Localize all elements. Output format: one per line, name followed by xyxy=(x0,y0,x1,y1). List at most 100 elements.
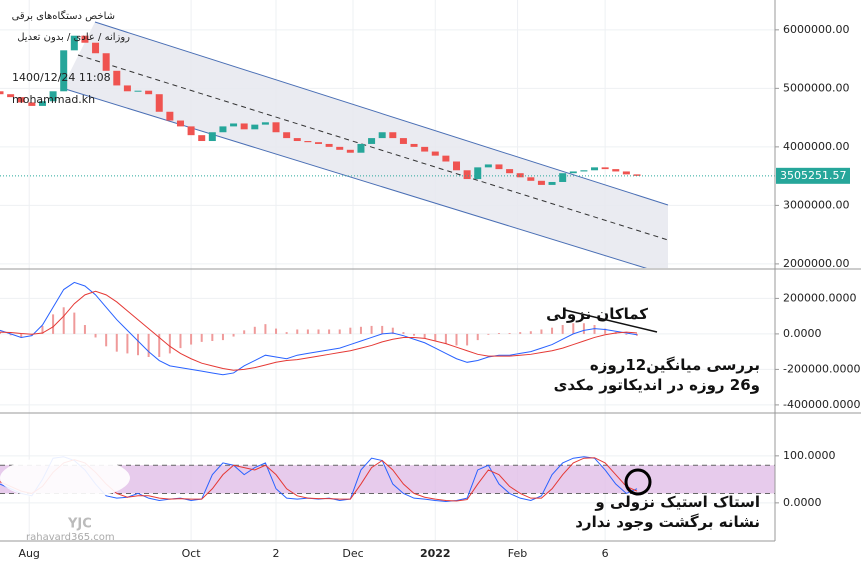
candle xyxy=(453,161,461,171)
histogram-bar xyxy=(168,333,171,354)
panel xyxy=(0,35,641,185)
candle xyxy=(7,94,15,98)
watermark-logo: YJC xyxy=(67,517,92,532)
histogram-bar xyxy=(52,314,55,334)
candle xyxy=(230,123,238,127)
histogram-bar xyxy=(497,333,500,334)
candle xyxy=(368,138,376,144)
candle xyxy=(198,135,206,142)
histogram-bar xyxy=(200,333,203,342)
candle xyxy=(123,85,131,92)
histogram-bar xyxy=(20,333,23,338)
histogram-bar xyxy=(402,332,405,334)
histogram-bar xyxy=(83,325,86,334)
y-tick-label: 5000000.00 xyxy=(783,81,849,94)
marks: 2000000.00 3000000.00 4000000.00 5000000.00… xyxy=(0,23,860,560)
x-tick-label: Oct xyxy=(182,547,202,560)
candle xyxy=(463,170,471,180)
y-tick-label: 2000000.00 xyxy=(783,257,849,270)
candle xyxy=(559,173,567,182)
candle xyxy=(346,149,354,153)
histogram-bar xyxy=(264,324,267,334)
candle xyxy=(591,167,599,171)
histogram-bar xyxy=(317,329,320,334)
line xyxy=(0,290,638,371)
candle xyxy=(410,143,418,147)
histogram-bar xyxy=(0,332,1,334)
highlight-circle xyxy=(624,468,652,496)
histogram-bar xyxy=(529,331,532,334)
candle xyxy=(506,169,514,174)
candle xyxy=(261,122,269,125)
chart-subtitle: روزانه / عادی / بدون تعدیل xyxy=(17,32,130,43)
histogram-bar xyxy=(328,329,331,334)
candle xyxy=(421,146,429,152)
x-tick-label: 6 xyxy=(602,547,609,560)
y-tick-label: 6000000.00 xyxy=(783,23,849,36)
histogram-bar xyxy=(476,333,479,341)
histogram-bar xyxy=(296,329,299,334)
x-tick-label: Dec xyxy=(342,547,363,560)
candle xyxy=(399,138,407,144)
histogram-bar xyxy=(519,332,522,334)
annotation: نشانه برگشت وجود ندارد xyxy=(575,513,760,531)
candle xyxy=(187,126,195,136)
logo-blur xyxy=(0,456,130,500)
histogram-bar xyxy=(232,333,235,337)
candle xyxy=(145,90,153,95)
histogram-bar xyxy=(147,333,150,357)
candle xyxy=(336,146,344,150)
histogram-bar xyxy=(190,333,193,345)
candle xyxy=(17,97,25,103)
line xyxy=(0,281,638,376)
candle xyxy=(325,143,333,147)
candle xyxy=(357,143,365,153)
annotation: و26 روزه در اندیکاتور مکدی xyxy=(553,376,760,394)
timestamp: 1400/12/24 11:08 xyxy=(12,71,111,84)
histogram-bar xyxy=(582,323,585,334)
histogram-bar xyxy=(359,326,362,334)
histogram-bar xyxy=(423,333,426,339)
candle xyxy=(601,167,609,170)
candle xyxy=(113,70,121,86)
histogram-bar xyxy=(487,333,490,335)
watermark: rahavard365.com xyxy=(26,532,115,543)
y-tick-label: 200000.0000 xyxy=(783,291,856,304)
candle xyxy=(70,35,78,51)
x-tick-label: 2022 xyxy=(420,547,451,560)
y-tick-label: 4000000.00 xyxy=(783,140,849,153)
candle xyxy=(92,42,100,54)
histogram-bar xyxy=(73,312,76,334)
candle xyxy=(283,132,291,139)
histogram-bar xyxy=(508,333,511,334)
candle xyxy=(442,155,450,162)
candle xyxy=(314,142,322,144)
last-price-box xyxy=(776,167,850,184)
histogram-bar xyxy=(179,333,182,349)
candle xyxy=(389,132,397,139)
candle xyxy=(633,174,641,176)
histogram-bar xyxy=(105,333,108,347)
candle xyxy=(251,124,259,130)
y-tick-label: 100.0000 xyxy=(783,449,836,462)
candle xyxy=(134,90,142,92)
histogram-bar xyxy=(434,333,437,341)
histogram-bar xyxy=(604,328,607,334)
histogram-bar xyxy=(444,333,447,344)
candle xyxy=(219,126,227,133)
candle xyxy=(516,173,524,178)
candle xyxy=(495,164,503,170)
candle xyxy=(240,123,248,130)
histogram-bar xyxy=(62,307,65,334)
histogram-bar xyxy=(41,325,44,334)
grid xyxy=(0,0,775,540)
chart-title: شاخص دستگاه‌های برقی xyxy=(12,10,115,22)
trendline xyxy=(564,309,658,333)
x-tick-label: Aug xyxy=(18,547,39,560)
candle xyxy=(176,120,184,127)
candle xyxy=(378,132,386,139)
histogram-bar xyxy=(455,333,458,346)
author: mohammad.kh xyxy=(12,93,95,106)
